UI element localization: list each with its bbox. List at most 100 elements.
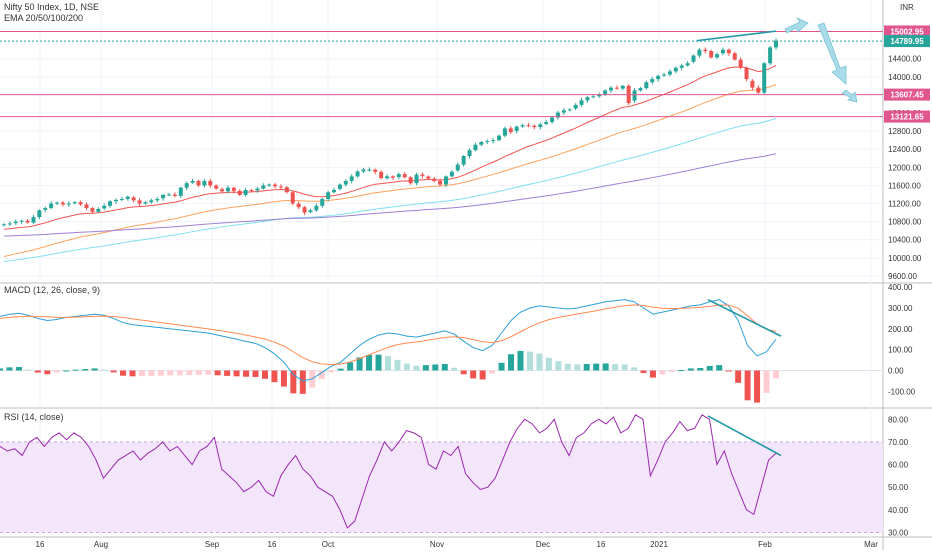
candle-body — [667, 71, 672, 75]
macd-histogram-bar — [101, 369, 108, 371]
price-level-badge — [884, 35, 930, 48]
macd-histogram-bar — [668, 370, 675, 372]
candle-body — [679, 65, 684, 68]
macd-histogram-bar — [649, 370, 656, 378]
macd-histogram-bar — [366, 354, 373, 371]
macd-histogram-bar — [394, 359, 401, 371]
candle-body — [178, 187, 183, 196]
candle-body — [726, 49, 731, 54]
symbol-title: Nifty 50 Index, 1D, NSE — [4, 2, 100, 12]
price-tick-label: 14000.00 — [888, 73, 922, 82]
macd-histogram-bar — [498, 362, 505, 371]
candle-body — [149, 200, 154, 203]
candle-body — [143, 202, 148, 204]
x-tick-label: Dec — [536, 540, 550, 549]
candle-body — [620, 85, 625, 89]
candle-body — [167, 194, 172, 196]
candle-body — [467, 150, 472, 157]
candle-body — [84, 204, 89, 209]
rsi-trendline — [707, 415, 782, 457]
price-tick-label: 11600.00 — [888, 181, 921, 190]
candle-body — [550, 117, 555, 123]
macd-histogram-bar — [735, 370, 742, 383]
candle-body — [697, 49, 702, 56]
macd-histogram-bar — [678, 370, 685, 372]
macd-tick-label: 0.00 — [888, 367, 904, 376]
candle-body — [443, 176, 448, 185]
rsi-title: RSI (14, close) — [4, 412, 64, 422]
rsi-line — [0, 414, 777, 529]
candle-body — [585, 97, 590, 101]
price-trendline — [696, 30, 777, 42]
candle-body — [656, 75, 661, 80]
up-arrow — [784, 17, 809, 34]
macd-histogram-bar — [640, 370, 647, 373]
macd-histogram-bar — [725, 370, 732, 372]
candle-body — [102, 205, 107, 209]
candle-body — [715, 54, 720, 58]
candle-body — [290, 192, 295, 204]
rsi-tick-label: 40.00 — [888, 506, 909, 515]
macd-histogram-bar — [621, 364, 628, 371]
macd-histogram-bar — [508, 354, 515, 371]
candle-body — [449, 171, 454, 177]
macd-histogram-bar — [564, 363, 571, 371]
macd-histogram-bar — [138, 370, 145, 377]
candle-body — [591, 96, 596, 98]
macd-histogram-bar — [337, 368, 344, 371]
candle-body — [343, 180, 348, 185]
macd-histogram-bar — [252, 370, 259, 377]
small-down-arrow — [841, 89, 858, 103]
candle-body — [526, 125, 531, 127]
macd-histogram-bar — [214, 370, 221, 376]
x-tick-label: Aug — [94, 540, 108, 549]
macd-histogram-bar — [6, 367, 13, 371]
candle-body — [408, 177, 413, 184]
macd-trendline — [707, 298, 782, 337]
candle-body — [60, 202, 65, 205]
x-tick-label: Sep — [205, 540, 220, 549]
candle-body — [455, 164, 460, 171]
macd-line — [0, 299, 777, 382]
candle-body — [125, 196, 130, 200]
macd-histogram-bar — [536, 353, 543, 371]
macd-histogram-bar — [403, 363, 410, 371]
candle-body — [66, 203, 71, 205]
candle-body — [614, 87, 619, 89]
macd-tick-label: 400.00 — [888, 283, 913, 292]
macd-histogram-bar — [744, 370, 751, 401]
candle-body — [573, 104, 578, 109]
price-tick-label: 10000.00 — [888, 254, 922, 263]
candle-body — [603, 90, 608, 95]
macd-histogram-bar — [63, 370, 70, 372]
candle-body — [532, 125, 537, 128]
macd-histogram-bar — [545, 357, 552, 371]
macd-histogram-bar — [555, 361, 562, 371]
candle-body — [326, 192, 331, 200]
candle-body — [750, 80, 755, 88]
macd-histogram-bar — [583, 364, 590, 371]
candle-body — [202, 180, 207, 186]
candle-body — [7, 223, 12, 225]
candle-body — [479, 141, 484, 145]
candle-body — [249, 190, 254, 192]
price-pane — [0, 30, 883, 263]
x-tick-label: 16 — [597, 540, 606, 549]
macd-histogram-bar — [299, 370, 306, 394]
macd-histogram-bar — [574, 364, 581, 371]
macd-histogram-bar — [243, 370, 250, 377]
macd-tick-label: 200.00 — [888, 325, 913, 334]
candle-body — [172, 194, 177, 196]
candle-body — [426, 176, 431, 179]
candle-body — [208, 180, 213, 186]
price-tick-label: 12000.00 — [888, 163, 922, 172]
ema50-line — [3, 84, 777, 258]
candle-body — [43, 208, 48, 210]
macd-histogram-bar — [763, 370, 770, 393]
candle-body — [37, 210, 42, 218]
macd-histogram-bar — [290, 370, 297, 394]
price-tick-label: 12800.00 — [888, 127, 922, 136]
candle-body — [720, 49, 725, 54]
